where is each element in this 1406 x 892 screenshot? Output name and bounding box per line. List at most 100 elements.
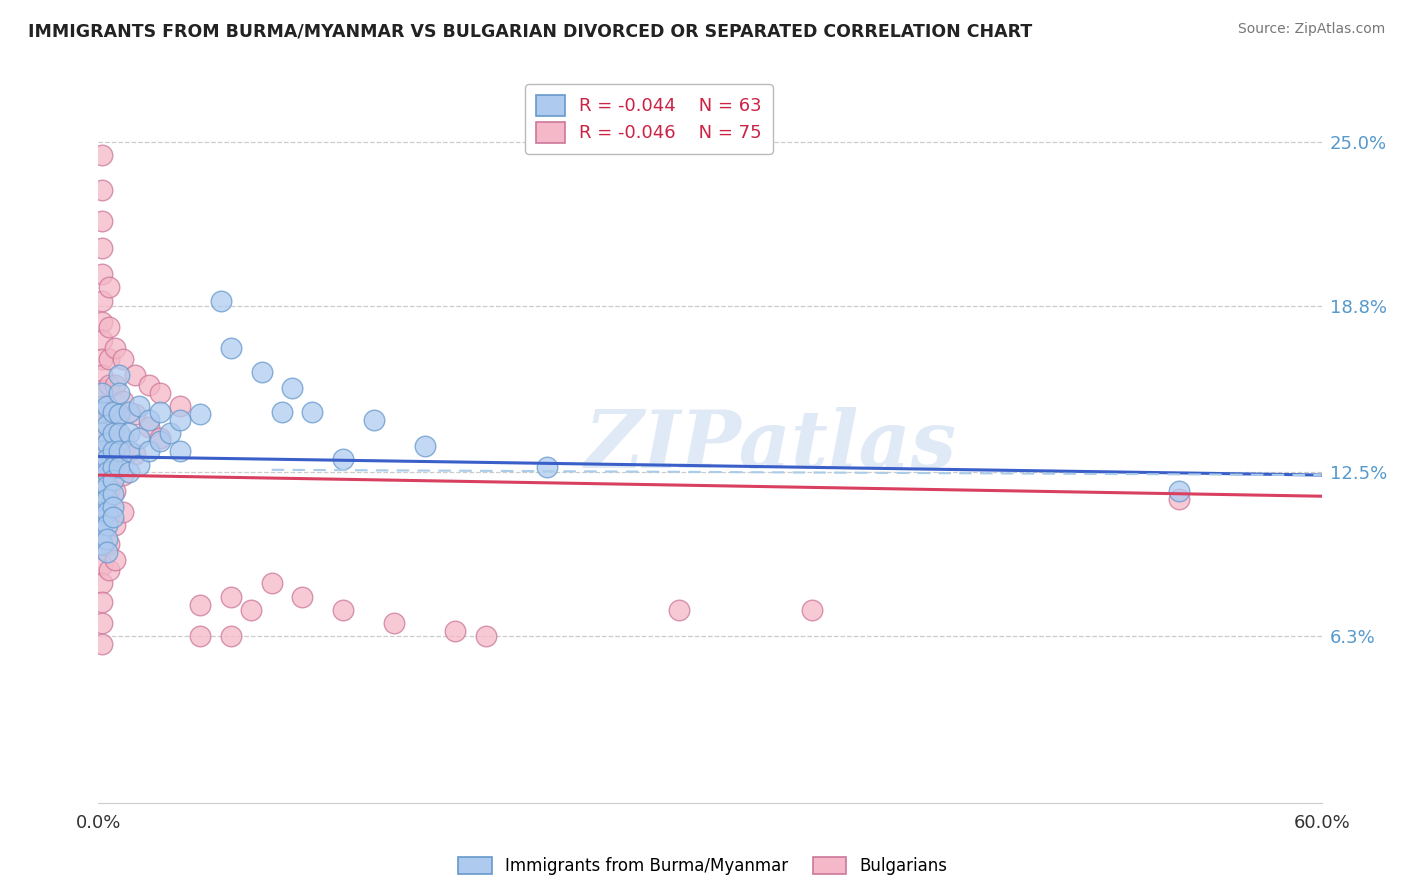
- Point: [91, 576, 114, 591]
- Point: [96, 452, 118, 467]
- Point: [219, 590, 242, 604]
- Point: [149, 386, 172, 401]
- Point: [91, 183, 114, 197]
- Point: [91, 637, 114, 651]
- Point: [101, 500, 124, 514]
- Point: [101, 444, 124, 458]
- Point: [91, 368, 114, 382]
- Point: [128, 458, 150, 472]
- Point: [104, 518, 127, 533]
- Point: [108, 368, 131, 382]
- Point: [118, 425, 141, 440]
- Point: [104, 447, 127, 461]
- Point: [96, 417, 118, 432]
- Point: [188, 407, 212, 421]
- Point: [118, 444, 141, 458]
- Point: [91, 595, 114, 609]
- Point: [91, 526, 114, 541]
- Point: [118, 404, 141, 418]
- Point: [91, 510, 114, 524]
- Point: [382, 616, 405, 631]
- Point: [138, 412, 160, 426]
- Point: [108, 444, 131, 458]
- Point: [97, 431, 120, 445]
- Point: [91, 404, 114, 418]
- Legend: R = -0.044    N = 63, R = -0.046    N = 75: R = -0.044 N = 63, R = -0.046 N = 75: [524, 84, 773, 153]
- Point: [128, 400, 150, 414]
- Point: [91, 494, 114, 508]
- Point: [124, 447, 146, 461]
- Point: [96, 545, 118, 559]
- Point: [96, 491, 118, 506]
- Point: [111, 468, 134, 483]
- Point: [240, 603, 263, 617]
- Point: [97, 510, 120, 524]
- Point: [668, 603, 690, 617]
- Point: [97, 483, 120, 498]
- Legend: Immigrants from Burma/Myanmar, Bulgarians: Immigrants from Burma/Myanmar, Bulgarian…: [450, 849, 956, 884]
- Point: [332, 452, 354, 467]
- Point: [188, 629, 212, 643]
- Point: [124, 368, 146, 382]
- Point: [97, 280, 120, 294]
- Point: [97, 563, 120, 577]
- Point: [97, 458, 120, 472]
- Point: [1167, 483, 1189, 498]
- Point: [270, 404, 294, 418]
- Point: [169, 412, 191, 426]
- Point: [97, 537, 120, 551]
- Point: [138, 420, 160, 434]
- Point: [124, 407, 146, 421]
- Point: [188, 598, 212, 612]
- Point: [91, 542, 114, 557]
- Point: [91, 267, 114, 281]
- Point: [91, 351, 114, 366]
- Point: [104, 412, 127, 426]
- Point: [149, 434, 172, 448]
- Point: [91, 214, 114, 228]
- Point: [91, 400, 114, 414]
- Point: [91, 458, 114, 472]
- Point: [209, 293, 232, 308]
- Point: [104, 378, 127, 392]
- Point: [159, 425, 181, 440]
- Point: [1167, 491, 1189, 506]
- Point: [91, 315, 114, 329]
- Point: [332, 603, 354, 617]
- Point: [101, 474, 124, 488]
- Point: [108, 460, 131, 475]
- Point: [138, 444, 160, 458]
- Point: [363, 412, 385, 426]
- Point: [101, 510, 124, 524]
- Point: [801, 603, 824, 617]
- Point: [101, 486, 124, 500]
- Point: [91, 425, 114, 440]
- Point: [96, 466, 118, 480]
- Point: [111, 431, 134, 445]
- Point: [96, 518, 118, 533]
- Point: [91, 444, 114, 458]
- Point: [96, 400, 118, 414]
- Point: [104, 552, 127, 566]
- Point: [118, 466, 141, 480]
- Point: [149, 404, 172, 418]
- Point: [91, 431, 114, 445]
- Point: [169, 400, 191, 414]
- Point: [91, 333, 114, 347]
- Point: [101, 460, 124, 475]
- Point: [291, 590, 314, 604]
- Point: [96, 478, 118, 492]
- Point: [474, 629, 498, 643]
- Point: [91, 447, 114, 461]
- Point: [91, 483, 114, 498]
- Point: [96, 532, 118, 546]
- Point: [250, 365, 273, 379]
- Point: [536, 460, 558, 475]
- Point: [91, 384, 114, 398]
- Point: [97, 320, 120, 334]
- Point: [444, 624, 467, 638]
- Point: [91, 478, 114, 492]
- Point: [128, 431, 150, 445]
- Point: [91, 241, 114, 255]
- Point: [91, 505, 114, 519]
